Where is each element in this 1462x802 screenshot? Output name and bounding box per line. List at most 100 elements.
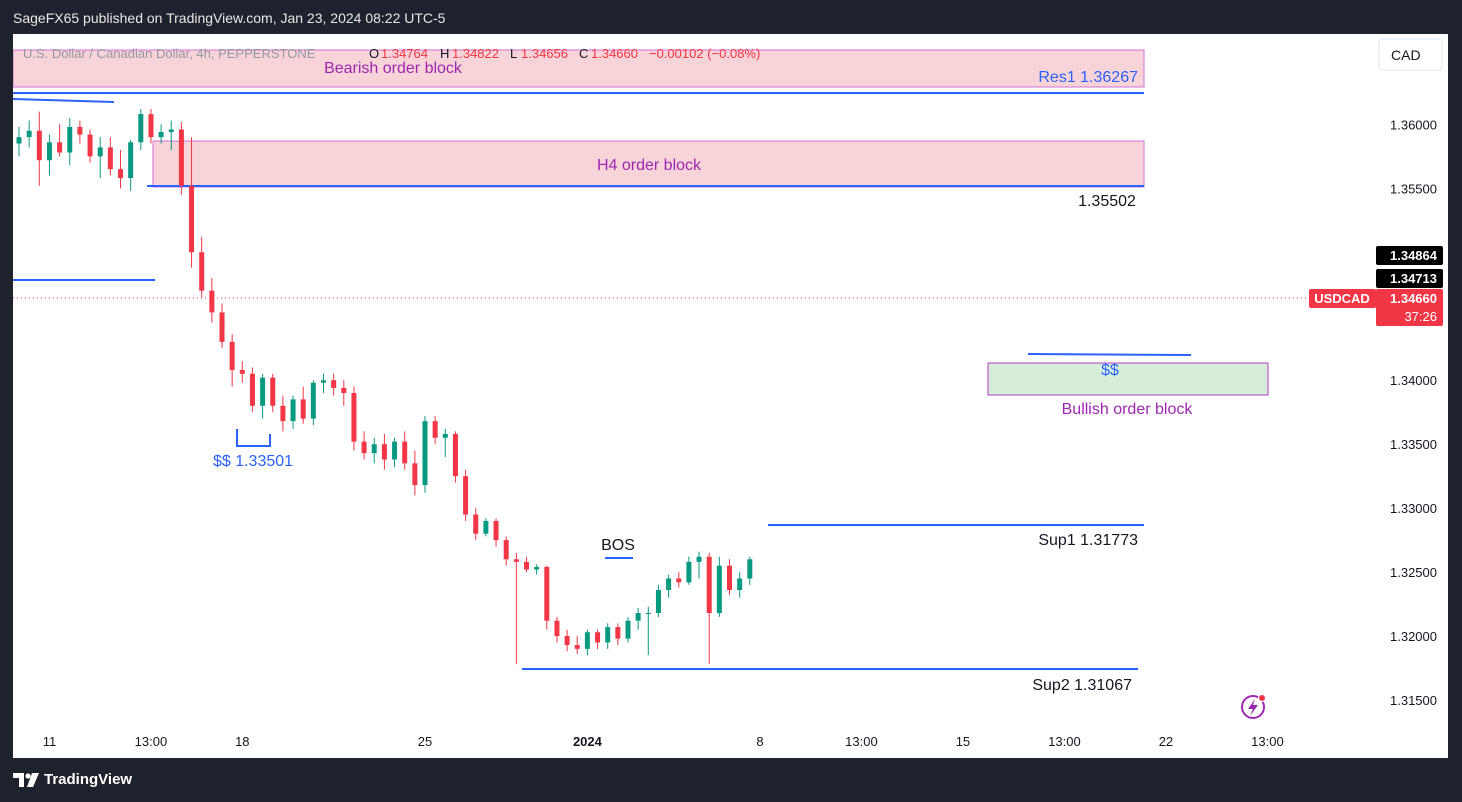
candle-body xyxy=(97,147,103,157)
candle-body xyxy=(493,520,499,541)
candle-body xyxy=(67,126,73,153)
price-axis[interactable]: 1.360001.355001.350001.345001.340001.335… xyxy=(1390,117,1437,708)
currency-button-label: CAD xyxy=(1391,47,1421,63)
price-tag-low-text: 1.34713 xyxy=(1390,271,1437,286)
price-tag-low: 1.34713 xyxy=(1376,269,1443,288)
top-trend-line xyxy=(12,98,115,103)
tradingview-logo[interactable]: TradingView xyxy=(13,771,132,788)
candle-body xyxy=(381,444,387,460)
h4-ob-label: H4 order block xyxy=(597,157,702,174)
candle-body xyxy=(534,566,540,570)
price-tick-label: 1.35500 xyxy=(1390,181,1437,196)
candle-body xyxy=(595,632,601,643)
candle-body xyxy=(554,620,560,637)
candle-body xyxy=(564,636,570,646)
candle-body xyxy=(432,421,438,438)
candle-body xyxy=(209,290,215,313)
time-tick-label: 13:00 xyxy=(1048,734,1081,749)
candle-body xyxy=(625,620,631,639)
publish-bar: SageFX65 published on TradingView.com, J… xyxy=(0,0,1462,34)
candle-body xyxy=(747,559,753,579)
candle-body xyxy=(392,441,398,460)
change-value: −0.00102 (−0.08%) xyxy=(649,46,760,61)
candle-body xyxy=(36,130,42,161)
tradingview-logo-icon xyxy=(13,772,39,787)
symbol-tag-text: USDCAD xyxy=(1314,291,1370,306)
price-tick-label: 1.31500 xyxy=(1390,693,1437,708)
candle-body xyxy=(727,565,732,591)
lightning-icon[interactable] xyxy=(1241,694,1266,719)
chart-frame[interactable]: U.S. Dollar / Canadian Dollar, 4h, PEPPE… xyxy=(12,34,1448,758)
candle-body xyxy=(46,142,52,161)
candle-body xyxy=(716,565,722,614)
candle-body xyxy=(128,142,134,179)
candle-body xyxy=(77,126,83,135)
candle-body xyxy=(249,373,255,406)
liquidity-high-label: $$ xyxy=(1101,362,1119,379)
price-tick-label: 1.36000 xyxy=(1390,117,1437,132)
candle-body xyxy=(371,444,377,454)
time-tick-label: 15 xyxy=(956,734,970,749)
o-value: 1.34764 xyxy=(381,46,428,61)
sup1-label: Sup1 1.31773 xyxy=(1038,532,1138,549)
liquidity-low-bracket xyxy=(236,429,271,447)
candle-body xyxy=(666,578,672,591)
o-label: O xyxy=(369,46,379,61)
candle-body xyxy=(290,399,296,422)
candle-body xyxy=(260,377,266,406)
price-tick-label: 1.34000 xyxy=(1390,373,1437,388)
candle-body xyxy=(615,627,621,639)
candle-body xyxy=(270,377,276,406)
bos-label: BOS xyxy=(601,537,635,554)
time-tick-label: 22 xyxy=(1159,734,1173,749)
candle-body xyxy=(189,185,195,253)
swing-high-label: 1.35502 xyxy=(1078,193,1136,210)
candle-body xyxy=(107,147,113,170)
candle-body xyxy=(574,645,580,649)
candle-body xyxy=(341,387,347,393)
countdown-text: 37:26 xyxy=(1404,309,1437,324)
candle-body xyxy=(473,514,479,534)
candle-body xyxy=(655,590,661,614)
c-label: C xyxy=(579,46,588,61)
candle-body xyxy=(452,433,458,477)
bullish-ob-label: Bullish order block xyxy=(1062,401,1194,418)
candle-body xyxy=(544,566,550,621)
candle-body xyxy=(87,134,93,157)
candle-body xyxy=(168,129,174,133)
liquidity-high-line xyxy=(1027,353,1192,356)
candle-body xyxy=(148,114,154,138)
candle-body xyxy=(696,556,702,562)
candle-body xyxy=(635,613,641,621)
candlestick-chart[interactable]: U.S. Dollar / Canadian Dollar, 4h, PEPPE… xyxy=(12,34,1448,758)
time-tick-label: 13:00 xyxy=(845,734,878,749)
brand-name: TradingView xyxy=(44,771,133,788)
time-tick-label: 8 xyxy=(756,734,763,749)
time-tick-label: 25 xyxy=(418,734,432,749)
candle-body xyxy=(402,441,408,464)
candle-body xyxy=(351,393,357,442)
h-value: 1.34822 xyxy=(452,46,499,61)
symbol-legend: U.S. Dollar / Canadian Dollar, 4h, PEPPE… xyxy=(23,46,760,61)
symbol-title: U.S. Dollar / Canadian Dollar, 4h, PEPPE… xyxy=(23,46,316,61)
liquidity-low-label: $$ 1.33501 xyxy=(213,453,293,470)
candle-body xyxy=(16,137,22,144)
currency-button[interactable]: CAD xyxy=(1378,38,1443,71)
candle-body xyxy=(219,312,225,342)
bearish-ob-label: Bearish order block xyxy=(324,60,463,77)
candle-body xyxy=(513,559,519,562)
candle-body xyxy=(118,169,123,179)
symbol-price-tag: USDCAD 1.34660 37:26 xyxy=(1309,289,1443,326)
candle-body xyxy=(158,132,164,138)
publish-info: SageFX65 published on TradingView.com, J… xyxy=(13,10,446,26)
candle-body xyxy=(412,463,418,486)
price-tick-label: 1.33000 xyxy=(1390,501,1437,516)
h-label: H xyxy=(440,46,449,61)
time-axis[interactable]: 11 13:00 18 25 2024 8 13:00 15 13:00 22 13:00 xyxy=(43,734,1284,749)
candle-body xyxy=(331,380,337,388)
candle-body xyxy=(676,578,682,583)
candle-body xyxy=(503,540,509,560)
candle-body xyxy=(361,441,367,454)
price-tick-label: 1.33500 xyxy=(1390,437,1437,452)
candle-body xyxy=(178,129,184,186)
